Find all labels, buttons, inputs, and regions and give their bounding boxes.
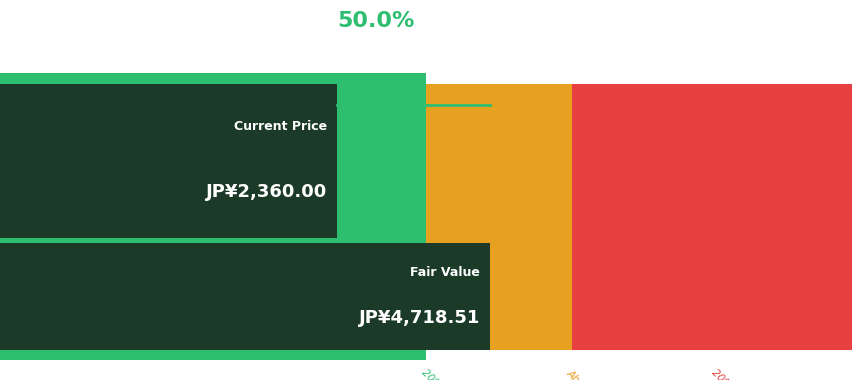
Bar: [0, 84, 426, 350]
Bar: [0, 350, 426, 360]
Bar: [0, 84, 337, 238]
Bar: [0, 73, 426, 84]
Text: JP¥4,718.51: JP¥4,718.51: [359, 309, 480, 327]
Bar: [0, 243, 490, 350]
Bar: [426, 84, 571, 350]
Text: About Right: About Right: [564, 368, 614, 380]
Text: 20% Overvalued: 20% Overvalued: [709, 368, 776, 380]
Bar: [571, 84, 852, 350]
Text: JP¥2,360.00: JP¥2,360.00: [205, 183, 326, 201]
Text: 20% Undervalued: 20% Undervalued: [419, 368, 492, 380]
Text: Undervalued: Undervalued: [337, 76, 426, 89]
Text: 50.0%: 50.0%: [337, 11, 414, 32]
Text: Fair Value: Fair Value: [410, 266, 480, 280]
Text: Current Price: Current Price: [233, 120, 326, 133]
